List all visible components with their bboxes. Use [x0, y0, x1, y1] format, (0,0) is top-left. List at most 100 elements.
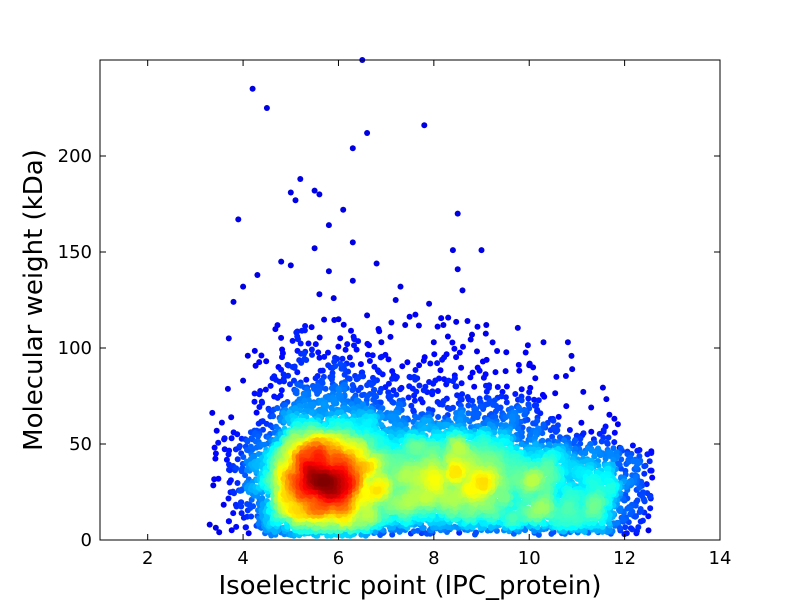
data-point [399, 363, 406, 370]
data-point [378, 353, 385, 360]
data-point [244, 447, 250, 453]
data-point [348, 327, 354, 334]
data-point [238, 503, 245, 510]
data-point [524, 342, 531, 349]
data-point [437, 367, 444, 374]
data-point [393, 391, 400, 398]
data-point [531, 396, 538, 403]
data-point [389, 375, 396, 382]
data-point [420, 357, 427, 364]
data-point [456, 349, 463, 356]
data-point [254, 272, 261, 278]
data-point [449, 339, 456, 346]
data-point [548, 530, 555, 537]
data-point [459, 391, 466, 398]
data-point [287, 262, 294, 269]
data-point [262, 386, 269, 393]
data-point [458, 380, 465, 387]
data-point [292, 387, 299, 394]
data-point [287, 381, 293, 388]
data-point [301, 351, 307, 357]
data-point [534, 417, 541, 424]
data-point [473, 406, 480, 413]
data-point [552, 390, 559, 397]
data-point [285, 372, 292, 379]
data-point [320, 401, 327, 408]
data-point [543, 470, 550, 477]
data-point [263, 105, 270, 111]
data-point [209, 409, 216, 416]
data-point [416, 382, 423, 389]
data-point [278, 258, 285, 265]
data-point [492, 408, 499, 415]
data-point [449, 247, 456, 254]
data-point [453, 354, 460, 361]
data-point [603, 396, 610, 403]
data-point [611, 415, 618, 422]
data-point [416, 362, 423, 369]
data-point [555, 413, 562, 420]
data-point [258, 352, 265, 359]
data-point [212, 524, 219, 531]
data-point [356, 373, 363, 380]
data-point [532, 429, 539, 436]
data-point [540, 339, 547, 346]
data-point [244, 437, 250, 444]
data-point [588, 479, 595, 486]
data-point [445, 377, 452, 384]
data-point [588, 428, 595, 435]
data-point [643, 481, 650, 488]
data-point [563, 403, 570, 410]
data-point [383, 512, 390, 519]
data-point [580, 388, 587, 395]
data-point [272, 326, 279, 333]
data-point [364, 340, 371, 347]
data-point [512, 391, 519, 397]
data-point [337, 335, 344, 342]
data-point [338, 365, 345, 372]
data-point [238, 510, 245, 517]
data-point [404, 359, 411, 366]
data-point [406, 313, 413, 320]
data-point [289, 364, 296, 370]
data-point [649, 474, 656, 481]
data-point [279, 354, 285, 361]
data-point [440, 322, 447, 328]
data-point [641, 470, 648, 477]
data-point [341, 387, 348, 393]
data-point [602, 455, 609, 462]
data-point [625, 458, 632, 465]
data-point [305, 340, 312, 347]
data-point [413, 388, 420, 395]
data-point [346, 354, 353, 361]
data-point [316, 334, 323, 341]
data-point [457, 417, 464, 424]
data-point [274, 394, 281, 401]
data-point [610, 445, 617, 452]
data-point [284, 361, 291, 368]
data-point [454, 210, 461, 217]
data-point [489, 339, 496, 346]
data-point [232, 446, 239, 453]
data-point [256, 359, 263, 366]
data-point [240, 377, 247, 384]
data-point [522, 349, 529, 356]
data-point [611, 429, 618, 436]
data-point [645, 513, 652, 520]
data-point [596, 430, 603, 437]
data-point [230, 510, 237, 517]
data-point [251, 347, 258, 354]
data-point [392, 297, 399, 303]
data-point [568, 352, 575, 359]
data-point [647, 505, 654, 512]
data-point [244, 352, 251, 359]
data-point [351, 342, 357, 349]
data-point [366, 358, 373, 364]
data-point [243, 524, 249, 531]
data-point [390, 399, 397, 406]
data-point [342, 346, 349, 353]
data-point [402, 322, 409, 328]
data-point [387, 413, 393, 420]
data-point [605, 434, 612, 441]
